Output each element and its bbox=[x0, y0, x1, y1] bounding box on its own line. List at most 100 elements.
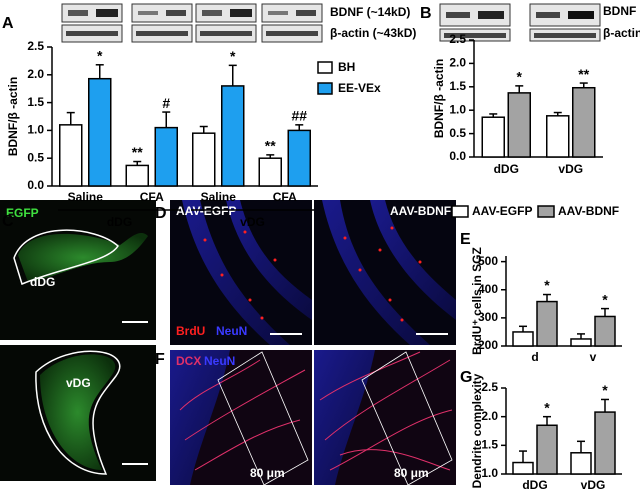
panel-letter: C bbox=[2, 213, 14, 230]
y-tick-label: 200 bbox=[478, 338, 498, 352]
y-tick-label: 1.0 bbox=[481, 466, 498, 480]
significance-label: * bbox=[602, 291, 608, 307]
bar bbox=[536, 300, 558, 347]
bar bbox=[59, 124, 83, 187]
y-axis-title: BDNF/β -actin bbox=[6, 77, 20, 156]
y-tick-label: 400 bbox=[478, 282, 498, 296]
bar bbox=[570, 338, 592, 347]
bar bbox=[154, 126, 178, 187]
group-label: vDG bbox=[240, 215, 265, 229]
bar bbox=[572, 86, 596, 158]
legend-label: AAV-EGFP bbox=[472, 204, 532, 218]
panel-letter: E bbox=[460, 231, 471, 248]
significance-label: * bbox=[602, 382, 608, 398]
legend-swatch bbox=[537, 205, 555, 218]
panel-letter: F bbox=[155, 351, 165, 368]
bar bbox=[125, 164, 149, 187]
y-tick-label: 2.0 bbox=[27, 67, 44, 81]
group-label: dDG bbox=[107, 215, 132, 229]
y-tick-label: 2.5 bbox=[481, 380, 498, 394]
bar bbox=[594, 315, 616, 347]
y-tick-label: 1.5 bbox=[449, 79, 466, 93]
image-label: AAV-EGFP bbox=[176, 204, 236, 218]
image-d: AAV-EGFP AAV-BDNF BrdU NeuN bbox=[170, 200, 456, 345]
y-tick-label: 1.0 bbox=[27, 123, 44, 137]
image-label: EGFP bbox=[6, 206, 39, 220]
significance-label: * bbox=[97, 47, 103, 63]
significance-label: * bbox=[544, 399, 550, 415]
y-tick-label: 0.5 bbox=[449, 126, 466, 140]
y-tick-label: 2.0 bbox=[481, 409, 498, 423]
y-tick-label: 2.5 bbox=[27, 39, 44, 53]
bar bbox=[258, 157, 282, 187]
bar bbox=[512, 331, 534, 347]
image-f: DCX NeuN 80 μm 80 μm bbox=[170, 350, 456, 486]
panel-letter: A bbox=[2, 15, 14, 32]
panel-letters: A B C D E F G bbox=[2, 5, 472, 386]
y-tick-label: 0.0 bbox=[27, 178, 44, 192]
blot-label: β-actin bbox=[603, 26, 640, 40]
y-tick-label: 1.5 bbox=[481, 438, 498, 452]
image-label: NeuN bbox=[204, 354, 235, 368]
y-axis-title: BDNF/β -actin bbox=[432, 59, 446, 138]
x-tick-label: v bbox=[590, 350, 597, 364]
image-label: dDG bbox=[30, 275, 55, 289]
y-tick-label: 2.5 bbox=[449, 32, 466, 46]
bar bbox=[512, 461, 534, 475]
x-tick-label: dDG bbox=[522, 478, 547, 492]
bar bbox=[536, 424, 558, 475]
significance-label: ## bbox=[291, 108, 307, 124]
y-axis-title: Dendrite complexity bbox=[470, 373, 484, 488]
x-tick-label: Saline bbox=[68, 190, 104, 204]
legend-label: EE-VEx bbox=[338, 81, 381, 95]
x-tick-label: Saline bbox=[201, 190, 237, 204]
significance-label: ** bbox=[578, 66, 589, 82]
bar bbox=[507, 92, 531, 158]
image-label: 80 μm bbox=[394, 466, 429, 480]
significance-label: * bbox=[544, 277, 550, 293]
blot-label: β-actin (~43kD) bbox=[330, 26, 416, 40]
significance-label: * bbox=[230, 48, 236, 64]
image-label: AAV-BDNF bbox=[390, 204, 451, 218]
significance-label: ** bbox=[265, 138, 276, 154]
y-tick-label: 300 bbox=[478, 310, 498, 324]
image-label: BrdU bbox=[176, 324, 205, 338]
significance-label: * bbox=[517, 69, 523, 85]
bar bbox=[546, 115, 570, 158]
panel-letter: B bbox=[420, 5, 432, 22]
y-tick-label: 1.0 bbox=[449, 102, 466, 116]
bar bbox=[192, 132, 216, 187]
x-tick-label: vDG bbox=[581, 478, 606, 492]
panel-letter: G bbox=[460, 369, 472, 386]
legend-label: BH bbox=[338, 60, 355, 74]
bar bbox=[88, 77, 112, 187]
significance-label: # bbox=[162, 95, 170, 111]
legend-label: AAV-BDNF bbox=[558, 204, 619, 218]
blots-a: BDNF (~14kD) β-actin (~43kD) bbox=[61, 3, 416, 43]
bar bbox=[594, 411, 616, 475]
y-tick-label: 1.5 bbox=[27, 95, 44, 109]
legend-swatch bbox=[451, 205, 469, 218]
bar bbox=[570, 452, 592, 475]
blots-b: BDNF β-actin bbox=[439, 3, 640, 42]
y-tick-label: 2.0 bbox=[449, 56, 466, 70]
y-tick-label: 500 bbox=[478, 254, 498, 268]
blot-label: BDNF (~14kD) bbox=[330, 5, 410, 19]
bar bbox=[481, 116, 505, 158]
panel-letter: D bbox=[155, 205, 167, 222]
y-tick-label: 0.0 bbox=[449, 149, 466, 163]
x-tick-label: vDG bbox=[558, 162, 583, 176]
significance-label: ** bbox=[132, 144, 143, 160]
y-axis-title: BrdU⁺ cells in SGZ bbox=[470, 247, 484, 355]
legend-swatch bbox=[317, 82, 333, 95]
bar bbox=[221, 85, 245, 187]
image-label: NeuN bbox=[216, 324, 247, 338]
x-tick-label: d bbox=[531, 350, 538, 364]
y-tick-label: 0.5 bbox=[27, 150, 44, 164]
image-label: vDG bbox=[66, 376, 91, 390]
image-label: DCX bbox=[176, 354, 201, 368]
x-tick-label: dDG bbox=[494, 162, 519, 176]
image-label: 80 μm bbox=[250, 466, 285, 480]
x-tick-label: CFA bbox=[273, 190, 297, 204]
